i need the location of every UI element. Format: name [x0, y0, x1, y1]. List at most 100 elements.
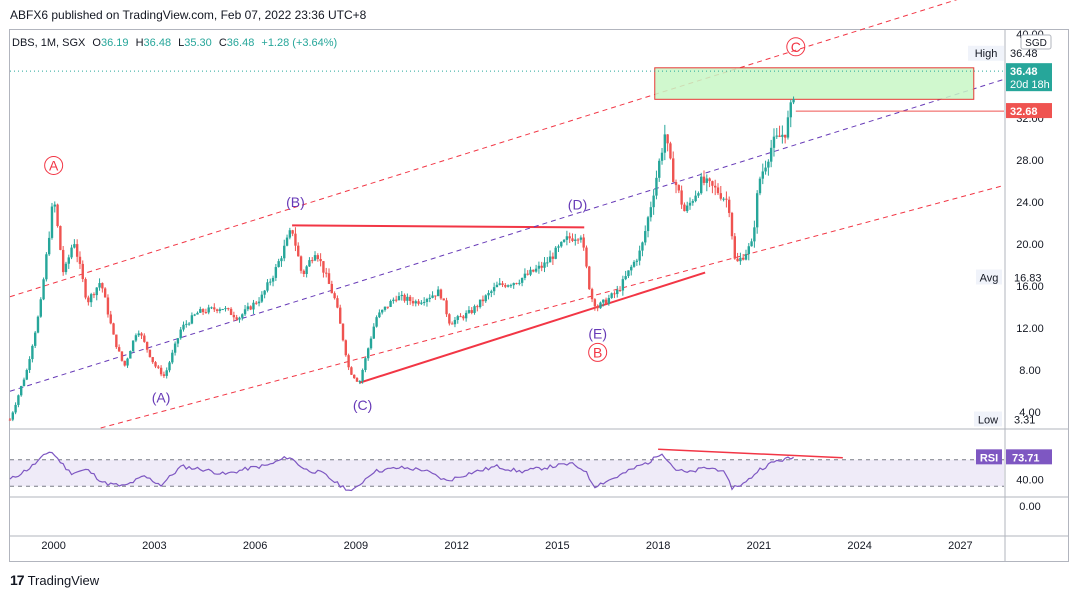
candle-body	[467, 310, 471, 313]
candle-body	[722, 198, 725, 200]
wave-label: (B)	[286, 194, 305, 210]
time-tick-label: 2024	[847, 540, 871, 552]
candle-body	[660, 152, 664, 161]
candle-body	[36, 316, 40, 333]
candle-body	[711, 181, 714, 186]
candle-body	[87, 297, 90, 303]
candle-body	[64, 263, 68, 273]
candle-body	[708, 178, 711, 182]
candle-body	[193, 314, 196, 316]
candle-body	[207, 307, 210, 313]
candle-body	[588, 266, 591, 290]
legend-high-label: H	[136, 37, 144, 49]
candle-body	[506, 285, 510, 287]
candle-body	[411, 300, 415, 304]
rsi-band-fill	[10, 459, 1004, 487]
candle-body	[638, 250, 641, 261]
candle-body	[243, 309, 247, 315]
rsi-value-label: 73.71	[1012, 452, 1040, 464]
candle-body	[649, 207, 653, 218]
candle-body	[299, 256, 303, 271]
candle-body	[602, 299, 605, 303]
candle-body	[47, 237, 51, 255]
avg-tag-bg	[976, 269, 1002, 285]
candle-body	[25, 369, 28, 380]
candle-body	[8, 419, 12, 421]
candle-body	[14, 404, 17, 413]
candle-body	[520, 277, 524, 283]
candle-body	[229, 308, 233, 315]
candle-body	[42, 279, 45, 300]
candle-body	[112, 323, 115, 335]
candle-body	[50, 206, 54, 238]
candle-body	[397, 296, 401, 301]
candle-body	[783, 134, 787, 138]
candle-body	[658, 160, 661, 178]
candle-body	[280, 258, 283, 262]
footer-brand[interactable]: 17 TradingView	[10, 572, 99, 588]
rsi-name-badge	[976, 449, 1002, 465]
candle-body	[190, 315, 194, 324]
candle-body	[554, 247, 557, 259]
candle-body	[235, 317, 238, 320]
candle-body	[775, 135, 778, 137]
channel-line	[9, 78, 1005, 392]
candle-body	[313, 255, 317, 261]
legend-close-label: C	[219, 37, 227, 49]
candle-body	[492, 287, 496, 292]
candle-body	[769, 147, 773, 162]
candle-body	[632, 261, 636, 267]
candle-body	[414, 301, 417, 304]
candle-body	[366, 348, 370, 359]
candle-body	[702, 176, 706, 183]
candle-body	[274, 267, 278, 278]
candle-body	[417, 301, 420, 304]
candle-body	[165, 370, 168, 376]
candle-body	[700, 176, 703, 194]
low-tag-bg	[974, 411, 1002, 427]
candle-body	[741, 257, 745, 260]
channel-line	[100, 184, 1005, 429]
price-tick-label: 20.00	[1016, 239, 1044, 251]
publisher-caption: ABFX6 published on TradingView.com, Feb …	[10, 8, 367, 22]
candle-body	[764, 167, 767, 172]
candle-body	[470, 310, 473, 313]
candle-body	[666, 134, 669, 144]
candle-body	[271, 277, 275, 282]
candle-body	[28, 359, 31, 370]
candle-body	[431, 295, 434, 298]
candle-body	[484, 295, 487, 302]
candle-body	[53, 204, 56, 207]
price-tick-label: 24.00	[1016, 197, 1044, 209]
candle-body	[333, 293, 336, 299]
candle-body	[45, 254, 48, 280]
candle-body	[327, 273, 331, 284]
candle-body	[109, 314, 112, 324]
candle-body	[266, 282, 269, 291]
candle-body	[476, 306, 479, 308]
wave-label: (C)	[353, 397, 372, 413]
time-tick-label: 2018	[646, 540, 670, 552]
candle-body	[151, 357, 154, 363]
candle-body	[129, 351, 132, 359]
price-tick-label: 12.00	[1016, 323, 1044, 335]
legend-low-label: L	[178, 37, 184, 49]
candle-body	[322, 261, 325, 273]
legend-high: 36.48	[144, 37, 172, 49]
candle-body	[677, 185, 681, 191]
candle-body	[179, 329, 182, 339]
candle-body	[361, 369, 364, 382]
current-price-value: 36.48	[1010, 66, 1038, 78]
candle-body	[364, 358, 367, 370]
currency-badge	[1020, 34, 1052, 50]
level-price-badge	[1006, 103, 1052, 119]
legend-low: 35.30	[184, 37, 212, 49]
level-price-value: 32.68	[1010, 106, 1038, 118]
legend-symbol: DBS, 1M, SGX	[12, 37, 86, 49]
candle-body	[498, 283, 501, 285]
candle-body	[297, 245, 300, 257]
candle-body	[641, 242, 644, 251]
wave-label: A	[49, 157, 59, 173]
candle-body	[218, 309, 222, 311]
